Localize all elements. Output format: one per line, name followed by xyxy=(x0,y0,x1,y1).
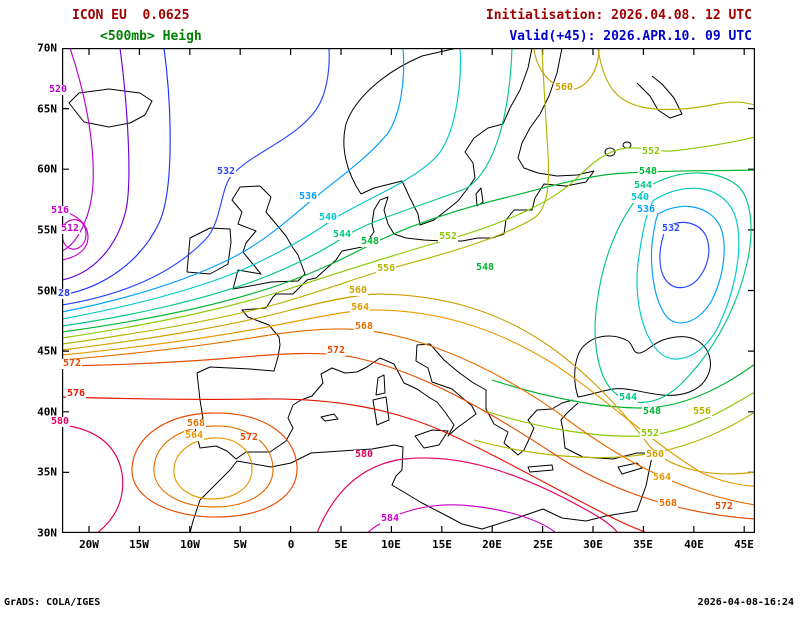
map-canvas xyxy=(61,47,756,534)
coastline-balearics xyxy=(320,413,339,422)
coastline-black-sea xyxy=(574,335,711,398)
lon-label: 20E xyxy=(482,538,502,551)
lat-label: 30N xyxy=(37,526,57,540)
map-area xyxy=(61,47,756,534)
lon-label: 45E xyxy=(734,538,754,551)
contour-line-564-cutoff xyxy=(173,437,253,500)
coastline-finland xyxy=(517,47,595,177)
lake-onega xyxy=(622,141,632,149)
contour-line-584 xyxy=(366,504,557,534)
lon-label: 20W xyxy=(79,538,99,551)
coastline-africa-levant xyxy=(189,402,654,534)
contour-line-560 xyxy=(61,293,756,475)
coastline-norway xyxy=(343,47,458,195)
model-title: ICON EU 0.0625 xyxy=(72,8,190,23)
contour-line-576 xyxy=(61,396,648,534)
creation-timestamp: 2026-04-08-16:24 xyxy=(697,597,794,608)
contour-line-512 xyxy=(61,219,87,250)
contour-line-544 xyxy=(61,47,513,327)
init-time: Initialisation: 2026.04.08. 12 UTC xyxy=(485,8,752,23)
lon-label: 5W xyxy=(233,538,247,551)
contour-line-568-cutoff xyxy=(153,425,274,508)
contour-line-524 xyxy=(61,47,130,281)
coastline-ireland xyxy=(186,227,232,275)
contour-line-548-south xyxy=(491,363,756,409)
lon-label: 15E xyxy=(432,538,452,551)
coastline-sardinia xyxy=(372,396,390,426)
lon-label: 10E xyxy=(381,538,401,551)
contour-line-540-low xyxy=(636,187,740,360)
lat-label: 65N xyxy=(37,102,57,116)
map-frame xyxy=(62,48,755,533)
lon-label: 0 xyxy=(287,538,295,551)
lat-label: 60N xyxy=(37,162,57,176)
lat-label: 35N xyxy=(37,465,57,479)
lon-label: 10W xyxy=(180,538,200,551)
lake-ladoga xyxy=(604,147,616,157)
lat-label: 50N xyxy=(37,284,57,298)
coastline-white-sea xyxy=(636,75,683,119)
lat-label: 40N xyxy=(37,405,57,419)
contour-line-552 xyxy=(61,136,756,339)
lon-label: 30E xyxy=(583,538,603,551)
contour-line-568 xyxy=(61,328,756,506)
valid-time: Valid(+45): 2026.APR.10. 09 UTC xyxy=(509,29,752,44)
lat-label: 55N xyxy=(37,223,57,237)
contour-line-544-low xyxy=(594,172,752,403)
field-title: <500mb> Heigh xyxy=(100,29,202,44)
coastline-iceland xyxy=(68,88,153,128)
coastline-gotland xyxy=(475,187,484,207)
coastline-crete xyxy=(527,464,554,473)
contour-line-536 xyxy=(61,47,405,313)
contour-line-516 xyxy=(61,210,89,261)
contour-line-556 xyxy=(61,47,550,345)
grads-credit: GrADS: COLA/IGES xyxy=(4,597,101,608)
contour-line-560-ridge xyxy=(533,47,600,90)
lon-label: 15W xyxy=(129,538,149,551)
contour-line-580-west xyxy=(61,424,124,534)
contour-line-528 xyxy=(61,47,171,296)
lon-label: 5E xyxy=(334,538,348,551)
coastline-corsica xyxy=(375,374,386,396)
coastline-sicily xyxy=(414,429,449,449)
contour-line-572 xyxy=(61,352,756,520)
coastline-britain xyxy=(231,185,306,290)
contour-line-520 xyxy=(61,47,94,252)
lat-label: 45N xyxy=(37,344,57,358)
contour-line-552-south xyxy=(481,391,756,437)
lat-label: 70N xyxy=(37,41,57,55)
contour-line-572-cutoff xyxy=(131,412,298,518)
coastline-cyprus xyxy=(617,462,643,475)
contour-line-556-south xyxy=(473,411,756,459)
lon-label: 40E xyxy=(684,538,704,551)
lon-label: 35E xyxy=(633,538,653,551)
contour-line-564 xyxy=(61,309,756,487)
contour-line-536-low xyxy=(650,205,725,324)
coastline-scandinavia xyxy=(360,47,533,226)
contour-line-556-east xyxy=(597,47,756,111)
lon-label: 25E xyxy=(533,538,553,551)
contour-line-580-south xyxy=(316,457,619,534)
coastline-layer xyxy=(68,47,711,534)
contour-line-532-low xyxy=(659,221,710,289)
